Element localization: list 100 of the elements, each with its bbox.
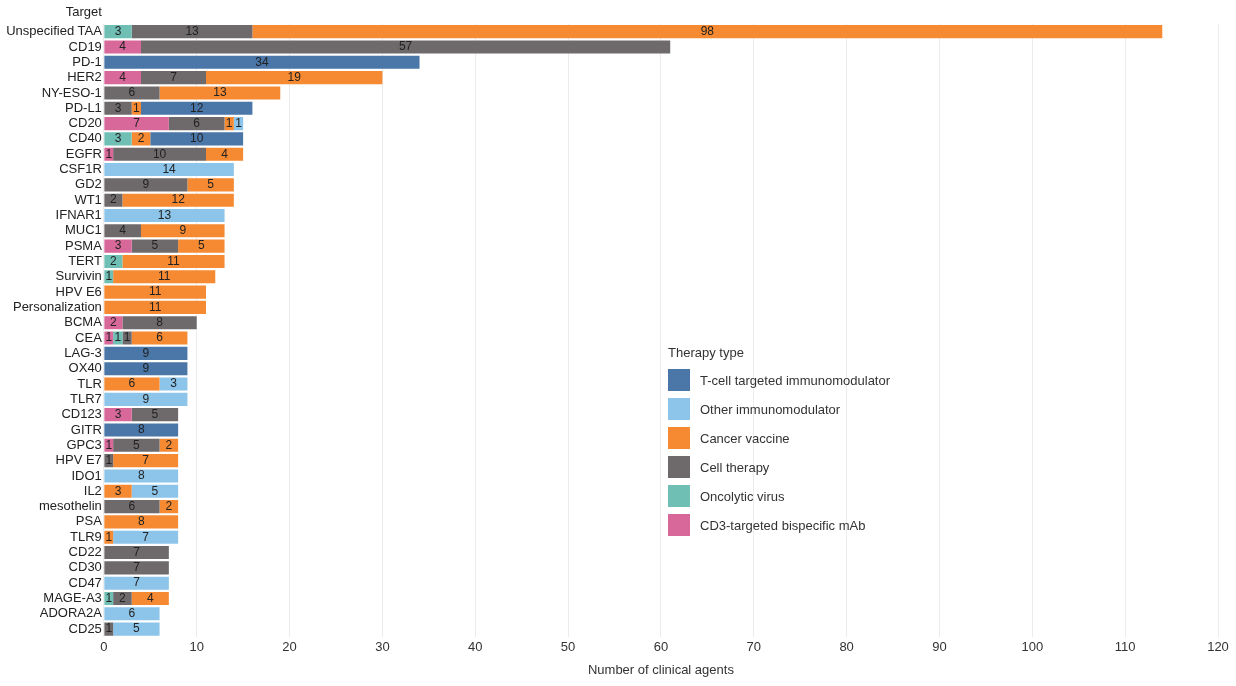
data-label: 6	[193, 115, 201, 130]
data-label: 2	[137, 131, 145, 146]
data-label: 2	[165, 498, 173, 513]
bar	[159, 377, 188, 391]
legend-title: Therapy type	[668, 345, 745, 360]
bar	[104, 300, 206, 314]
legend-label: Other immunomodulator	[700, 401, 841, 417]
data-label: 3	[114, 131, 122, 146]
data-label: 9	[142, 361, 150, 376]
bar	[104, 607, 160, 621]
bar	[131, 239, 179, 253]
bar	[104, 285, 206, 299]
bar	[104, 25, 132, 39]
data-label: 13	[213, 85, 227, 100]
data-label: 6	[128, 376, 136, 391]
data-label: 14	[162, 161, 177, 176]
y-tick-label: GITR	[70, 421, 102, 437]
data-label: 10	[152, 146, 167, 161]
y-tick-label: PSMA	[65, 237, 103, 253]
bar	[122, 254, 225, 269]
bar	[104, 469, 179, 483]
y-tick-label: BCMA	[64, 314, 103, 330]
data-label: 1	[105, 269, 113, 284]
data-label: 3	[114, 406, 122, 421]
x-tick-label: 70	[746, 639, 762, 655]
data-label: 3	[114, 100, 122, 115]
y-tick-label: TLR7	[70, 390, 102, 406]
bar	[205, 71, 383, 85]
data-label: 98	[700, 23, 715, 38]
data-label: 7	[133, 575, 141, 590]
data-label: 1	[105, 146, 113, 161]
data-label: 7	[142, 529, 150, 544]
data-label: 2	[165, 437, 173, 452]
y-tick-label: GD2	[75, 176, 102, 192]
y-tick-label: HER2	[67, 69, 102, 85]
bar	[113, 147, 206, 161]
y-tick-label: mesothelin	[38, 498, 102, 514]
data-label: 4	[119, 223, 127, 238]
data-label: 9	[142, 345, 150, 360]
legend-label: Cancer vaccine	[700, 430, 790, 446]
y-axis-title: Target	[65, 3, 103, 19]
bar	[113, 270, 216, 284]
y-tick-label: TLR	[77, 375, 102, 391]
y-tick-label: NY-ESO-1	[41, 84, 102, 100]
data-label: 1	[105, 590, 113, 605]
data-label: 4	[119, 39, 127, 54]
bar	[104, 208, 225, 223]
bar	[131, 484, 179, 498]
data-label: 1	[114, 330, 122, 345]
bar	[131, 25, 253, 39]
bar	[104, 117, 169, 131]
legend-label: CD3-targeted bispecific mAb	[700, 517, 866, 533]
data-label: 6	[128, 606, 136, 621]
bar	[104, 224, 141, 238]
bar	[104, 561, 169, 575]
data-label: 4	[221, 146, 229, 161]
bar	[252, 25, 1163, 39]
data-label: 2	[119, 590, 127, 605]
bar	[140, 71, 206, 85]
data-label: 1	[105, 621, 113, 636]
y-tick-label: EGFR	[65, 145, 102, 161]
data-label: 7	[133, 560, 141, 575]
y-tick-label: PD-1	[72, 53, 102, 69]
y-tick-label: CD123	[61, 406, 102, 422]
bar	[104, 55, 420, 69]
data-label: 3	[114, 238, 122, 253]
x-tick-label: 60	[653, 639, 669, 655]
bar	[104, 162, 234, 177]
bar	[104, 362, 188, 376]
y-tick-label: HPV E6	[55, 283, 102, 299]
bar	[104, 178, 188, 192]
bar	[168, 117, 225, 131]
x-tick-label: 80	[839, 639, 854, 655]
data-label: 9	[142, 177, 150, 192]
data-label: 7	[142, 452, 150, 467]
y-tick-label: Survivin	[55, 268, 102, 284]
x-tick-label: 20	[282, 639, 297, 655]
y-tick-label: HPV E7	[55, 452, 102, 468]
data-label: 2	[110, 315, 118, 330]
y-tick-label: CEA	[75, 329, 103, 345]
bar	[104, 86, 160, 100]
x-tick-label: 110	[1114, 639, 1136, 655]
bar	[104, 377, 160, 391]
legend-label: Cell therapy	[700, 459, 770, 475]
y-tick-label: PD-L1	[65, 99, 102, 115]
data-label: 6	[128, 85, 136, 100]
data-label: 5	[198, 238, 205, 253]
x-tick-label: 120	[1207, 639, 1229, 655]
y-tick-label: CD40	[68, 130, 102, 146]
data-label: 11	[167, 253, 181, 268]
y-tick-label: TLR9	[70, 528, 102, 544]
data-label: 1	[105, 437, 113, 452]
data-label: 5	[151, 406, 159, 421]
x-axis-title: Number of clinical agents	[587, 661, 735, 677]
legend-label: Oncolytic virus	[700, 488, 785, 504]
bar	[104, 40, 141, 54]
bar	[113, 454, 179, 468]
y-tick-label: CD30	[68, 559, 102, 575]
bar	[104, 545, 169, 560]
data-label: 7	[170, 69, 178, 84]
